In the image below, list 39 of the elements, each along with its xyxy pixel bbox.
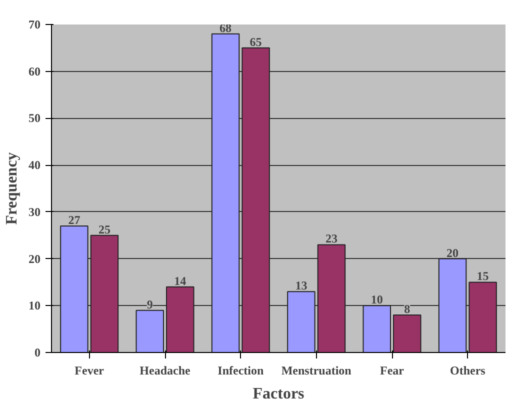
data-label: 13: [295, 278, 308, 293]
data-label: 23: [325, 232, 338, 246]
data-label: 20: [446, 246, 459, 260]
x-tick-label: Fever: [74, 364, 105, 378]
bar: [136, 310, 164, 352]
x-tick-label: Headache: [140, 364, 192, 378]
data-label: 27: [68, 212, 80, 227]
y-tick-label: 10: [28, 298, 40, 313]
y-tick-label: 40: [28, 158, 40, 172]
y-tick-label: 30: [28, 204, 40, 219]
y-tick-label: 0: [34, 346, 40, 360]
x-tick-label: Menstruation: [281, 364, 352, 378]
bar: [211, 33, 240, 352]
x-tick-label: Others: [450, 364, 486, 378]
bar: [393, 314, 422, 352]
bar: [60, 225, 88, 352]
data-label: 8: [404, 302, 410, 316]
y-tick-label: 50: [28, 111, 40, 126]
x-tick-label: Infection: [218, 364, 264, 378]
bar: [242, 47, 270, 352]
x-axis-title: Factors: [252, 386, 304, 402]
y-tick-label: 70: [28, 18, 40, 32]
y-axis-title: Frequency: [4, 152, 20, 225]
data-label: 15: [476, 269, 489, 284]
x-tick-label: Fear: [380, 364, 405, 378]
bar: [468, 282, 497, 352]
bar: [362, 305, 391, 352]
y-tick-label: 20: [28, 252, 40, 266]
bar: [287, 291, 316, 352]
bar: [166, 286, 194, 352]
data-label: 9: [146, 297, 153, 312]
y-tick-label: 60: [28, 64, 40, 78]
data-label: 10: [370, 292, 383, 307]
bar: [90, 234, 119, 352]
data-label: 14: [174, 274, 186, 288]
data-label: 25: [98, 222, 110, 236]
bar: [317, 244, 346, 352]
bar: [438, 258, 467, 352]
data-label: 65: [250, 34, 262, 49]
